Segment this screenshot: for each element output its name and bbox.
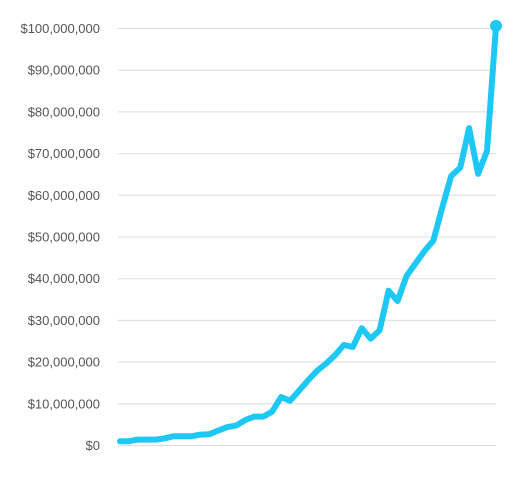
data-point [333, 354, 336, 357]
data-point [136, 438, 139, 441]
data-point [217, 429, 220, 432]
y-tick-label: $80,000,000 [28, 104, 100, 119]
gridlines [118, 28, 496, 446]
series-layer [117, 19, 502, 445]
data-point [181, 435, 184, 438]
data-point [450, 175, 453, 177]
data-point [307, 379, 309, 382]
data-point [414, 262, 417, 265]
data-point [486, 150, 488, 152]
data-point [119, 440, 121, 443]
data-point [190, 435, 193, 438]
data-point [459, 166, 462, 169]
y-tick-label: $0 [86, 438, 100, 453]
data-point [351, 346, 354, 348]
series-line [117, 22, 499, 445]
y-axis-tick-labels: $0 $10,000,000 $20,000,000 $30,000,000 $40,0… [20, 21, 100, 453]
data-point [468, 127, 471, 130]
y-tick-label: $30,000,000 [28, 313, 100, 328]
y-tick-label: $40,000,000 [28, 271, 100, 286]
y-tick-label: $90,000,000 [28, 63, 100, 78]
data-point [208, 433, 211, 436]
data-point [253, 415, 256, 418]
data-point [280, 396, 283, 398]
data-point [342, 343, 345, 346]
data-point [289, 399, 292, 402]
data-point [432, 239, 435, 242]
data-point [128, 440, 130, 443]
y-tick-label: $60,000,000 [28, 188, 100, 203]
data-point [441, 206, 444, 209]
data-point [324, 362, 327, 365]
data-point [387, 289, 390, 292]
data-point [405, 275, 408, 278]
data-point [199, 433, 202, 436]
data-point [360, 327, 363, 330]
data-point [477, 172, 480, 175]
data-point [145, 438, 148, 441]
data-point [378, 329, 381, 332]
data-point [244, 419, 247, 421]
data-point [163, 437, 166, 440]
data-point [226, 426, 229, 429]
y-tick-label: $20,000,000 [28, 355, 100, 370]
data-point [423, 250, 426, 253]
y-tick-label: $70,000,000 [28, 146, 100, 161]
data-point [235, 424, 238, 427]
data-point [396, 300, 399, 303]
y-tick-label: $10,000,000 [28, 396, 100, 411]
data-point [154, 438, 157, 441]
data-point [271, 410, 274, 413]
data-point [172, 435, 175, 438]
y-tick-label: $100,000,000 [20, 21, 100, 36]
end-point-marker [490, 19, 502, 32]
y-tick-label: $50,000,000 [28, 230, 100, 245]
data-point [262, 415, 265, 418]
data-point [369, 337, 372, 340]
data-point [298, 389, 300, 392]
data-point [316, 369, 318, 372]
